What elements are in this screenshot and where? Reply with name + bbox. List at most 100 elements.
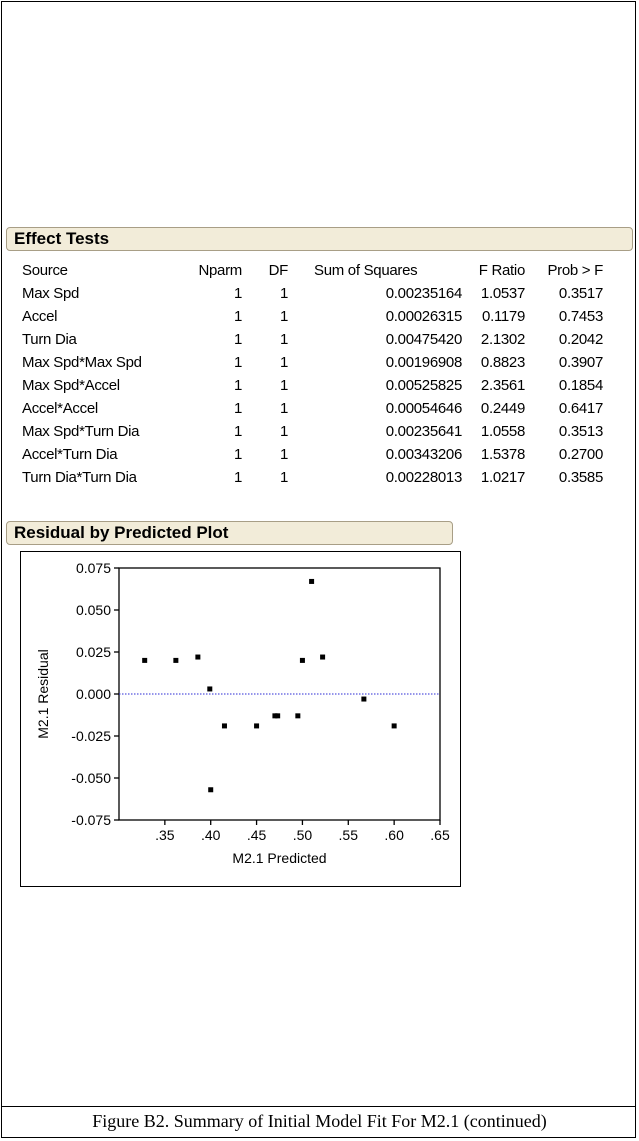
cell-df: 1 (279, 469, 288, 486)
x-tick-label: .35 (155, 827, 175, 843)
data-point (173, 657, 179, 663)
cell-prob-f: 0.1854 (558, 377, 603, 394)
cell-sum-of-squares: 0.00054646 (385, 400, 463, 417)
x-tick-label: .50 (293, 827, 313, 843)
x-tick-label: .60 (384, 827, 404, 843)
cell-nparm: 1 (233, 400, 242, 417)
data-point (272, 713, 278, 719)
cell-prob-f: 0.6417 (558, 400, 603, 417)
cell-prob-f: 0.2700 (558, 446, 603, 463)
cell-df: 1 (279, 446, 288, 463)
x-tick-label: .55 (339, 827, 359, 843)
cell-prob-f: 0.2042 (558, 331, 603, 348)
data-point (391, 723, 397, 729)
data-point (221, 723, 227, 729)
cell-f-ratio: 0.2449 (480, 400, 525, 417)
cell-nparm: 1 (233, 308, 242, 325)
data-point (275, 713, 281, 719)
cell-df: 1 (279, 354, 288, 371)
effect-tests-header[interactable]: Effect Tests (6, 227, 633, 251)
cell-df: 1 (279, 377, 288, 394)
cell-nparm: 1 (233, 331, 242, 348)
y-tick-label: -0.025 (71, 728, 111, 744)
x-tick-label: .65 (430, 827, 450, 843)
table-row: Max Spd*Max Spd 1 1 0.00196908 0.8823 0.3907 (22, 351, 603, 374)
cell-nparm: 1 (233, 285, 242, 302)
cell-sum-of-squares: 0.00235641 (385, 423, 463, 440)
cell-f-ratio: 1.0558 (480, 423, 525, 440)
cell-sum-of-squares: 0.00475420 (385, 331, 463, 348)
cell-source: Accel*Turn Dia (22, 446, 118, 463)
data-point (254, 723, 260, 729)
cell-prob-f: 0.3585 (558, 469, 603, 486)
y-tick-label: -0.050 (71, 770, 111, 786)
effect-tests-title: Effect Tests (14, 229, 110, 248)
cell-df: 1 (279, 400, 288, 417)
table-row: Max Spd*Accel 1 1 0.00525825 2.3561 0.1854 (22, 374, 603, 397)
cell-prob-f: 0.7453 (558, 308, 603, 325)
data-point (309, 578, 315, 584)
data-point (208, 787, 214, 793)
cell-df: 1 (279, 331, 288, 348)
cell-prob-f: 0.3513 (558, 423, 603, 440)
cell-sum-of-squares: 0.00525825 (385, 377, 463, 394)
x-tick-label: .40 (201, 827, 221, 843)
table-row: Max Spd 1 1 0.00235164 1.0537 0.3517 (22, 282, 603, 305)
column-header-nparm: Nparm (198, 262, 242, 279)
cell-sum-of-squares: 0.00343206 (385, 446, 463, 463)
table-row: Accel 1 1 0.00026315 0.1179 0.7453 (22, 305, 603, 328)
table-row: Accel*Accel 1 1 0.00054646 0.2449 0.6417 (22, 397, 603, 420)
column-header-source: Source (22, 262, 68, 279)
cell-source: Turn Dia (22, 331, 77, 348)
table-row: Max Spd*Turn Dia 1 1 0.00235641 1.0558 0.3513 (22, 420, 603, 443)
table-row: Turn Dia 1 1 0.00475420 2.1302 0.2042 (22, 328, 603, 351)
figure-caption: Figure B2. Summary of Initial Model Fit … (92, 1111, 547, 1131)
residual-plot-title: Residual by Predicted Plot (14, 523, 229, 542)
y-tick-label: 0.050 (76, 602, 111, 618)
cell-f-ratio: 2.1302 (480, 331, 525, 348)
y-tick-label: 0.000 (76, 686, 111, 702)
cell-source: Turn Dia*Turn Dia (22, 469, 137, 486)
cell-nparm: 1 (233, 423, 242, 440)
cell-df: 1 (279, 285, 288, 302)
y-tick-label: 0.075 (76, 560, 111, 576)
column-header-f-ratio: F Ratio (478, 262, 526, 279)
data-point (361, 696, 367, 702)
x-axis-label: M2.1 Predicted (232, 850, 326, 866)
cell-source: Max Spd*Accel (22, 377, 120, 394)
cell-df: 1 (279, 423, 288, 440)
residual-plot-chart: 0.075 0.050 0.025 0.000 -0.025 -0.050 -0.075 .3… (35, 560, 450, 866)
cell-f-ratio: 1.0217 (480, 469, 525, 486)
cell-source: Max Spd*Turn Dia (22, 423, 140, 440)
column-header-sum-of-squares: Sum of Squares (314, 262, 418, 279)
cell-nparm: 1 (233, 469, 242, 486)
cell-sum-of-squares: 0.00196908 (385, 354, 463, 371)
cell-nparm: 1 (233, 377, 242, 394)
data-point (295, 713, 301, 719)
effect-tests-body: Max Spd 1 1 0.00235164 1.0537 0.3517 Accel 1 1 0.… (22, 282, 603, 489)
table-row: Turn Dia*Turn Dia 1 1 0.00228013 1.0217 0.358… (22, 466, 603, 489)
table-row: Accel*Turn Dia 1 1 0.00343206 1.5378 0.2700 (22, 443, 603, 466)
cell-sum-of-squares: 0.00235164 (385, 285, 463, 302)
data-point (195, 654, 201, 660)
y-tick-label: -0.075 (71, 812, 111, 828)
caption-divider (1, 1106, 636, 1107)
effect-tests-table: Source Nparm DF Sum of Squares F Ratio P… (22, 259, 603, 489)
cell-sum-of-squares: 0.00026315 (385, 308, 463, 325)
cell-nparm: 1 (233, 354, 242, 371)
residual-plot-frame: 0.075 0.050 0.025 0.000 -0.025 -0.050 -0.075 .3… (20, 551, 461, 887)
cell-f-ratio: 0.8823 (480, 354, 525, 371)
cell-source: Max Spd*Max Spd (22, 354, 142, 371)
y-axis-label: M2.1 Residual (35, 649, 51, 739)
data-point (207, 686, 213, 692)
y-tick-label: 0.025 (76, 644, 111, 660)
cell-f-ratio: 2.3561 (480, 377, 525, 394)
column-header-prob-f: Prob > F (547, 262, 603, 279)
data-point (142, 657, 148, 663)
cell-source: Max Spd (22, 285, 80, 302)
table-header-row: Source Nparm DF Sum of Squares F Ratio P… (22, 259, 603, 282)
cell-f-ratio: 0.1179 (482, 308, 525, 325)
cell-nparm: 1 (233, 446, 242, 463)
residual-plot-header[interactable]: Residual by Predicted Plot (6, 521, 453, 545)
